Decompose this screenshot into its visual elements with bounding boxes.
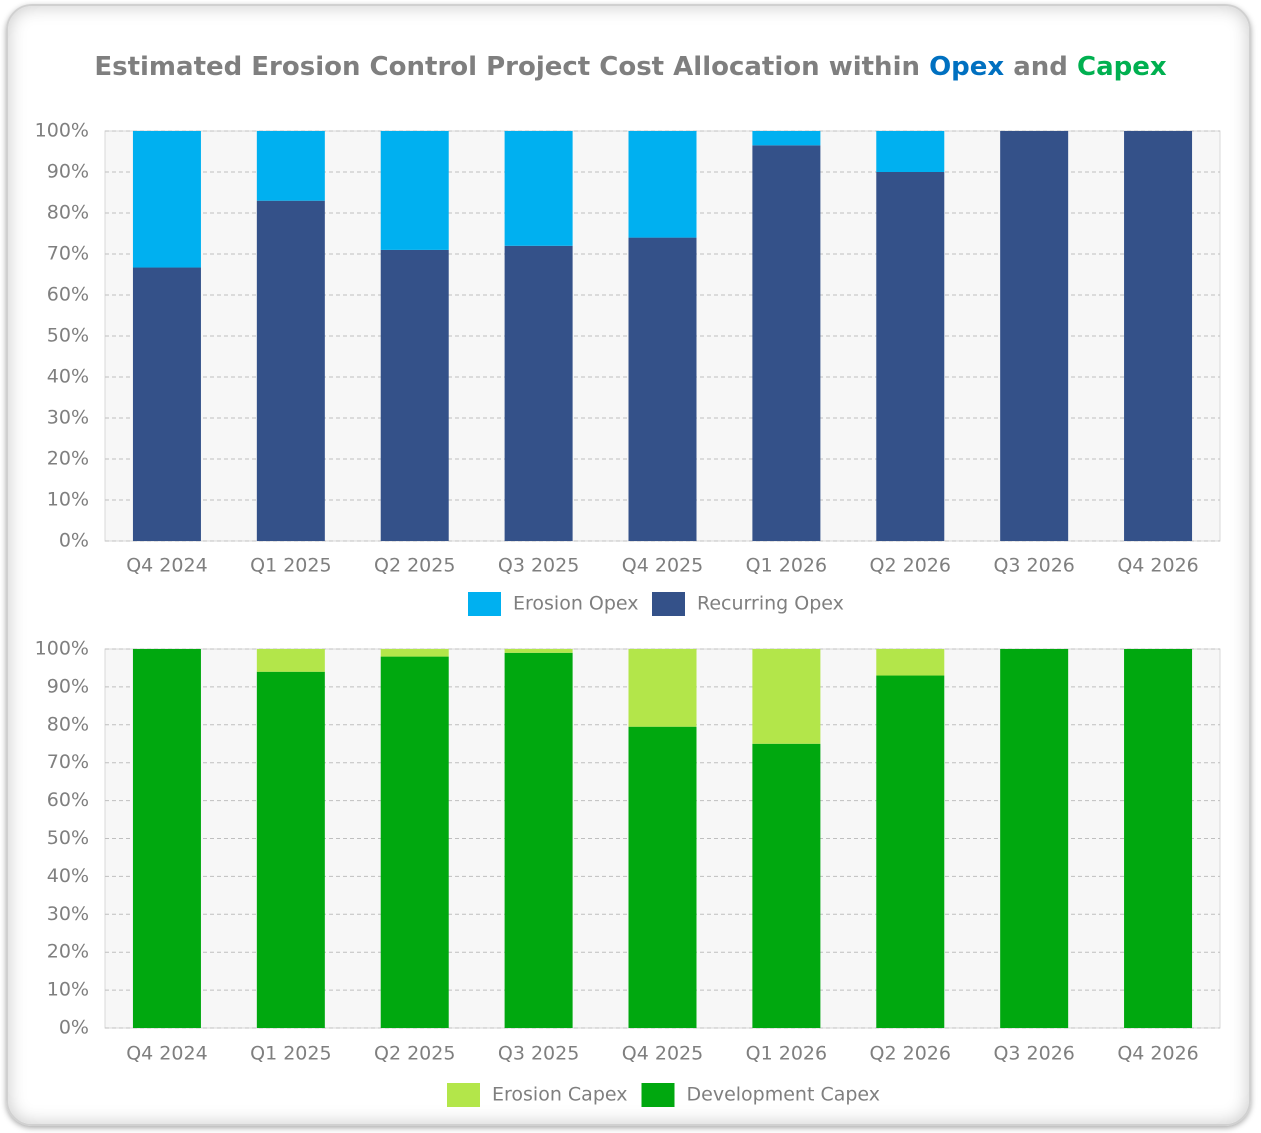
bar-segment xyxy=(876,649,945,676)
frame xyxy=(6,4,1251,1126)
legend-label: Erosion Capex xyxy=(492,1084,627,1106)
x-tick-label: Q4 2026 xyxy=(1117,555,1198,577)
legend-swatch xyxy=(468,592,501,616)
bar-segment xyxy=(628,237,697,541)
x-tick-label: Q3 2026 xyxy=(993,555,1074,577)
bar-segment xyxy=(380,249,449,541)
bar-segment xyxy=(256,131,325,201)
y-tick-label: 90% xyxy=(47,161,89,183)
bar-segment xyxy=(132,649,201,1028)
bar-segment xyxy=(132,267,201,541)
y-tick-label: 50% xyxy=(47,325,89,347)
bar-segment xyxy=(752,145,821,541)
x-tick-label: Q1 2025 xyxy=(250,1043,331,1065)
x-tick-label: Q1 2026 xyxy=(746,555,827,577)
legend-label: Recurring Opex xyxy=(697,593,844,615)
bar-segment xyxy=(876,131,945,172)
bar-segment xyxy=(504,131,573,246)
x-tick-label: Q3 2026 xyxy=(993,1043,1074,1065)
bar-segment xyxy=(504,649,573,653)
legend-label: Erosion Opex xyxy=(513,593,639,615)
y-tick-label: 30% xyxy=(47,407,89,429)
title-opex: Opex xyxy=(929,52,1005,82)
bar-segment xyxy=(256,649,325,672)
y-tick-label: 30% xyxy=(47,903,89,925)
chart-title: Estimated Erosion Control Project Cost A… xyxy=(0,52,1261,82)
y-tick-label: 10% xyxy=(47,979,89,1001)
bar-segment xyxy=(752,131,821,146)
bar-segment xyxy=(256,200,325,541)
x-tick-label: Q3 2025 xyxy=(498,555,579,577)
bar-segment xyxy=(380,656,449,1028)
bar-segment xyxy=(628,131,697,238)
bar-segment xyxy=(380,131,449,250)
title-text: Estimated Erosion Control Project Cost A… xyxy=(94,52,920,82)
bar-segment xyxy=(876,172,945,541)
x-tick-label: Q3 2025 xyxy=(498,1043,579,1065)
title-and: and xyxy=(1013,52,1068,82)
bar-segment xyxy=(1124,131,1193,541)
y-tick-label: 60% xyxy=(47,789,89,811)
bar-segment xyxy=(132,131,201,268)
legend-swatch xyxy=(652,592,685,616)
y-tick-label: 80% xyxy=(47,713,89,735)
y-tick-label: 0% xyxy=(59,530,89,552)
y-tick-label: 50% xyxy=(47,827,89,849)
x-tick-label: Q4 2024 xyxy=(126,555,207,577)
bar-segment xyxy=(504,652,573,1028)
y-tick-label: 0% xyxy=(59,1017,89,1039)
x-tick-label: Q2 2025 xyxy=(374,1043,455,1065)
bar-segment xyxy=(752,649,821,744)
title-capex: Capex xyxy=(1076,52,1167,82)
x-tick-label: Q4 2024 xyxy=(126,1043,207,1065)
y-tick-label: 10% xyxy=(47,489,89,511)
legend-swatch xyxy=(447,1083,480,1107)
x-tick-label: Q4 2025 xyxy=(622,555,703,577)
bar-segment xyxy=(256,671,325,1028)
y-tick-label: 20% xyxy=(47,448,89,470)
bar-segment xyxy=(1000,649,1069,1028)
bar-segment xyxy=(1000,131,1069,541)
bar-segment xyxy=(752,743,821,1028)
bar-segment xyxy=(628,726,697,1028)
x-tick-label: Q2 2025 xyxy=(374,555,455,577)
y-tick-label: 80% xyxy=(47,202,89,224)
x-tick-label: Q1 2026 xyxy=(746,1043,827,1065)
y-tick-label: 20% xyxy=(47,941,89,963)
y-tick-label: 70% xyxy=(47,751,89,773)
y-tick-label: 40% xyxy=(47,865,89,887)
y-tick-label: 90% xyxy=(47,675,89,697)
y-tick-label: 100% xyxy=(35,120,89,142)
bar-segment xyxy=(1124,649,1193,1028)
y-tick-label: 70% xyxy=(47,243,89,265)
y-tick-label: 60% xyxy=(47,284,89,306)
legend-label: Development Capex xyxy=(687,1084,881,1106)
legend-swatch xyxy=(641,1083,675,1107)
y-tick-label: 40% xyxy=(47,366,89,388)
bar-segment xyxy=(504,245,573,542)
y-tick-label: 100% xyxy=(35,638,89,660)
x-tick-label: Q2 2026 xyxy=(870,1043,951,1065)
bar-segment xyxy=(876,675,945,1028)
bar-segment xyxy=(380,649,449,657)
bar-segment xyxy=(628,649,697,727)
x-tick-label: Q4 2025 xyxy=(622,1043,703,1065)
x-tick-label: Q1 2025 xyxy=(250,555,331,577)
x-tick-label: Q4 2026 xyxy=(1117,1043,1198,1065)
x-tick-label: Q2 2026 xyxy=(870,555,951,577)
